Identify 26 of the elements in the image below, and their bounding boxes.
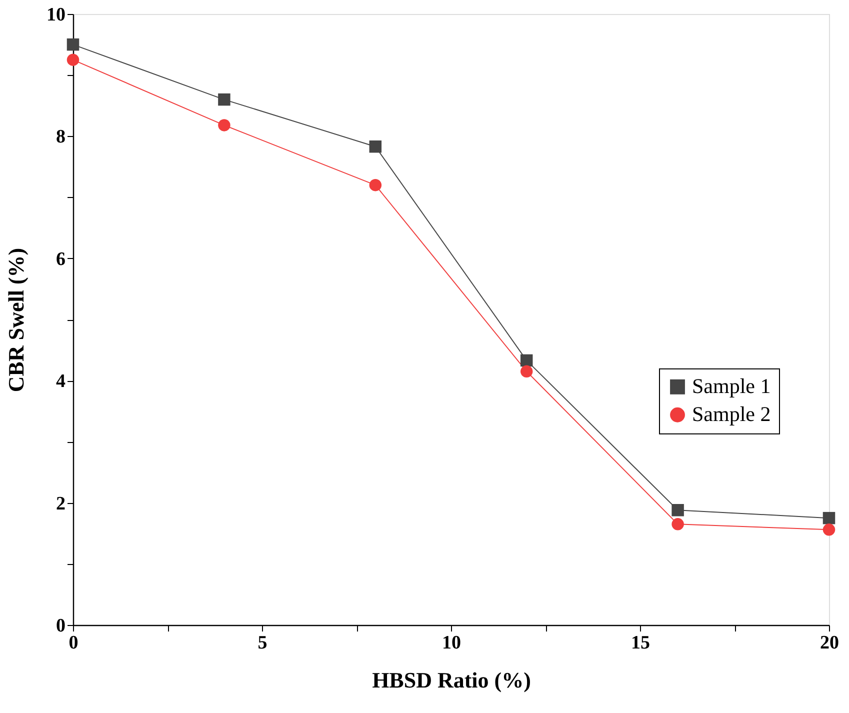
y-tick-label: 8 <box>56 126 66 148</box>
point <box>672 518 684 530</box>
point <box>218 93 230 106</box>
legend-label: Sample 2 <box>692 402 771 426</box>
legend-label: Sample 1 <box>692 374 771 398</box>
y-tick-label: 10 <box>46 4 66 26</box>
x-tick-label: 5 <box>258 632 268 654</box>
point <box>520 365 533 378</box>
y-tick-label: 2 <box>56 493 66 514</box>
point <box>672 504 684 516</box>
y-tick-label: 0 <box>56 616 66 636</box>
x-tick-label: 20 <box>820 632 839 654</box>
point <box>822 512 836 524</box>
y-tick-label: 4 <box>56 371 66 392</box>
point <box>369 140 382 153</box>
x-tick-label: 15 <box>631 632 650 654</box>
point <box>369 178 382 192</box>
point <box>520 354 533 367</box>
point <box>218 119 230 132</box>
point <box>66 38 80 51</box>
x-axis-title: HBSD Ratio (%) <box>372 668 531 692</box>
point <box>66 54 80 66</box>
y-axis-title: CBR Swell (%) <box>4 248 28 392</box>
y-tick-label: 6 <box>56 248 66 270</box>
x-tick-label: 10 <box>442 632 461 654</box>
point <box>822 524 836 536</box>
